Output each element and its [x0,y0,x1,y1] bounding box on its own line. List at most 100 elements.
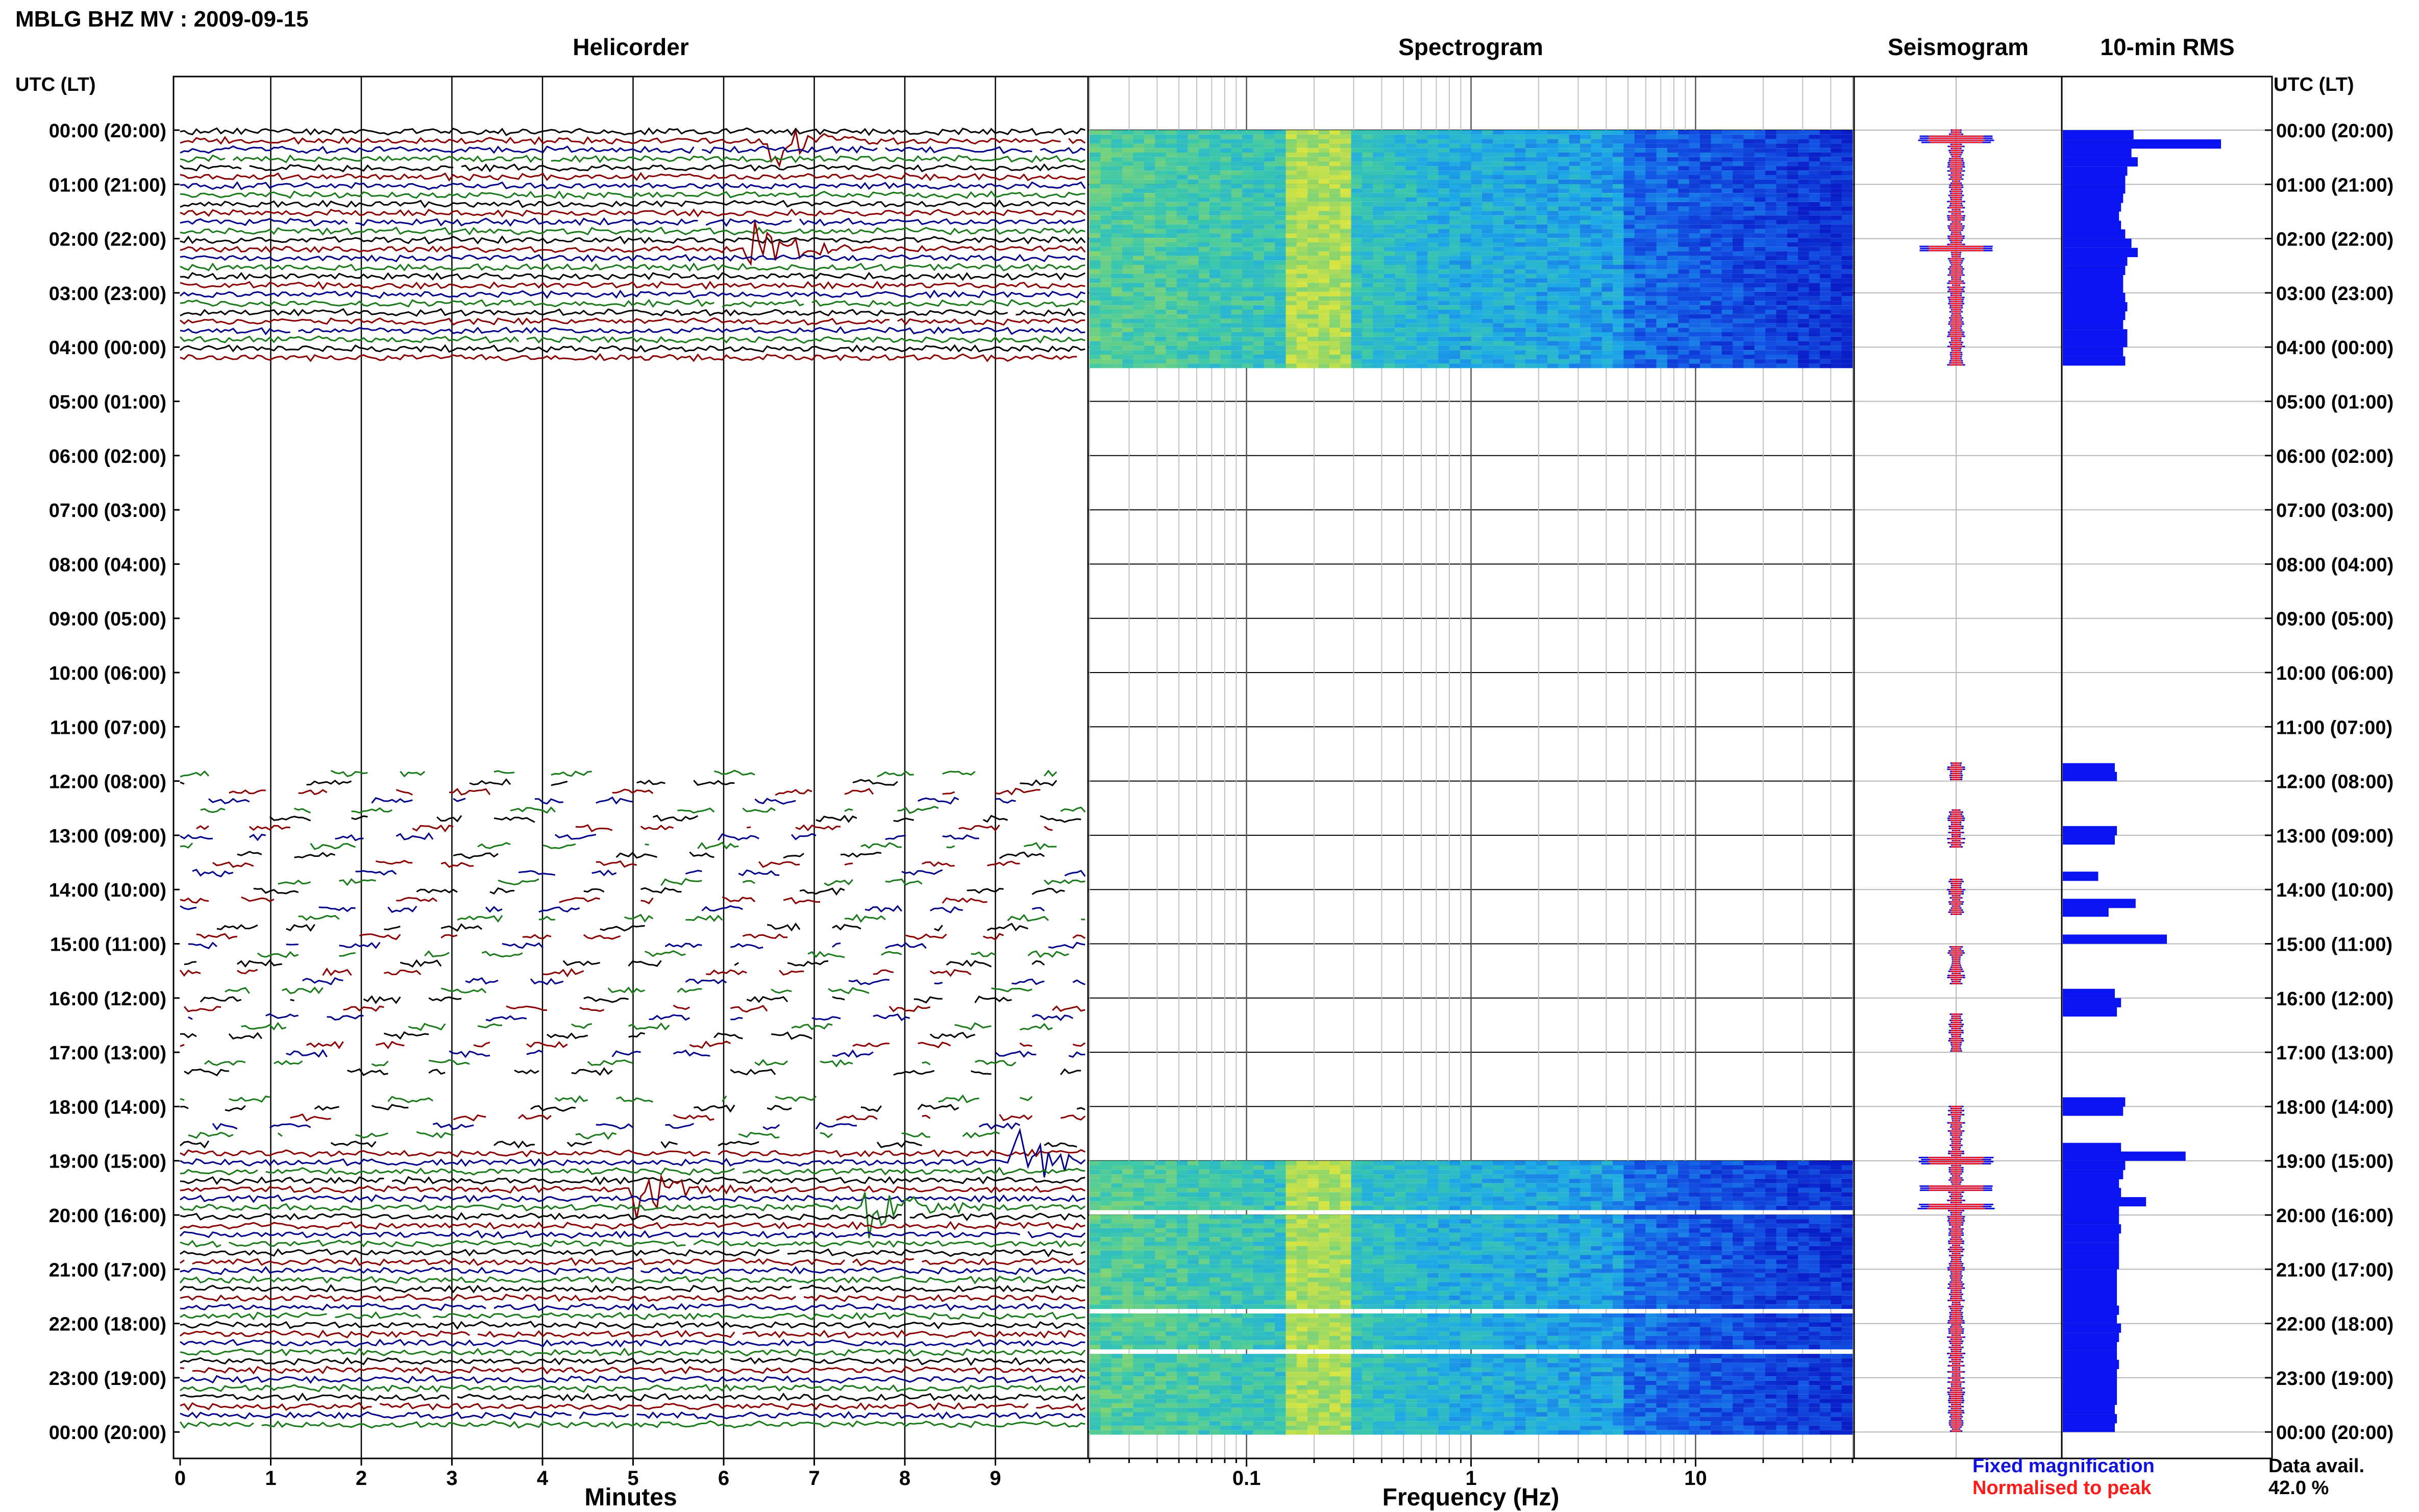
spectrogram-cell [1613,130,1624,135]
spectrogram-cell [1482,1187,1493,1193]
spectrogram-cell [1503,1187,1515,1193]
spectrogram-cell [1166,1178,1177,1183]
spectrogram-cell [1514,170,1526,175]
spectrogram-cell [1133,170,1145,175]
spectrogram-cell [1100,143,1112,148]
spectrogram-cell [1231,161,1243,166]
spectrogram-cell [1503,1219,1515,1224]
spectrogram-cell [1798,355,1810,359]
helicorder-trace-line [180,1257,1086,1267]
spectrogram-cell [1525,278,1537,283]
spectrogram-cell [1721,193,1733,197]
spectrogram-cell [1176,1178,1188,1183]
spectrogram-cell [1384,359,1395,364]
spectrogram-cell [1416,1197,1428,1201]
helicorder-trace-line [180,172,1085,182]
spectrogram-cell [1209,148,1221,153]
spectrogram-cell [1841,1201,1853,1206]
spectrogram-cell [1373,323,1385,328]
spectrogram-cell [1416,301,1428,306]
spectrogram-cell [1253,1223,1265,1228]
spectrogram-cell [1700,1201,1711,1206]
spectrogram-cell [1144,242,1155,247]
spectrogram-cell [1743,139,1755,144]
spectrogram-cell [1798,215,1810,220]
spectrogram-cell [1503,143,1515,148]
spectrogram-cell [1503,318,1515,324]
spectrogram-cell [1373,1170,1385,1175]
spectrogram-cell [1776,148,1788,153]
spectrogram-cell [1743,278,1755,283]
spectrogram-cell [1841,1178,1853,1183]
spectrogram-cell [1296,1165,1308,1170]
spectrogram-cell [1547,274,1559,279]
spectrogram-cell [1351,269,1363,274]
spectrogram-cell [1569,305,1581,310]
spectrogram-cell [1613,350,1624,355]
spectrogram-cell [1841,265,1853,269]
spectrogram-cell [1395,355,1406,359]
spectrogram-cell [1667,332,1679,337]
spectrogram-cell [1111,336,1123,341]
spectrogram-cell [1188,332,1199,337]
spectrogram-cell [1547,148,1559,153]
spectrogram-cell [1580,153,1592,157]
spectrogram-cell [1601,193,1613,197]
spectrogram-cell [1209,251,1221,256]
spectrogram-cell [1809,188,1820,193]
helicorder-trace-line [298,913,1085,923]
spectrogram-cell [1711,211,1722,216]
spectrogram-cell [1264,291,1275,296]
spectrogram-cell [1711,224,1722,229]
spectrogram-cell [1841,1174,1853,1179]
spectrogram-cell [1776,260,1788,265]
spectrogram-cell [1798,1192,1810,1197]
spectrogram-cell [1090,238,1101,242]
spectrogram-cell [1438,283,1450,287]
spectrogram-cell [1667,202,1679,207]
spectrogram-cell [1318,197,1330,202]
spectrogram-cell [1776,220,1788,225]
spectrogram-cell [1525,355,1537,359]
spectrogram-cell [1601,246,1613,252]
spectrogram-cell [1613,224,1624,229]
spectrogram-cell [1536,202,1548,207]
spectrogram-cell [1514,1174,1526,1179]
spectrogram-cell [1351,184,1363,189]
spectrogram-cell [1253,283,1265,287]
spectrogram-cell [1721,314,1733,319]
spectrogram-cell [1678,256,1690,261]
spectrogram-cell [1558,211,1570,216]
spectrogram-cell [1395,161,1406,166]
spectrogram-cell [1209,1228,1221,1233]
spectrogram-cell [1819,1165,1831,1170]
spectrogram-cell [1634,283,1646,287]
spectrogram-cell [1809,345,1820,351]
spectrogram-cell [1438,1223,1450,1228]
spectrogram-cell [1798,310,1810,314]
spectrogram-cell [1721,278,1733,283]
spectrogram-cell [1188,278,1199,283]
spectrogram-cell [1373,296,1385,301]
spectrogram-cell [1111,179,1123,184]
spectrogram-cell [1525,166,1537,171]
spectrogram-cell [1264,274,1275,279]
spectrogram-cell [1591,1205,1602,1210]
spectrogram-cell [1831,161,1842,166]
spectrogram-cell [1733,130,1744,135]
spectrogram-cell [1416,278,1428,283]
spectrogram-cell [1242,1223,1253,1228]
spectrogram-cell [1733,269,1744,274]
spectrogram-cell [1482,355,1493,359]
spectrogram-cell [1449,1174,1461,1179]
spectrogram-cell [1384,363,1395,368]
spectrogram-cell [1133,291,1145,296]
spectrogram-cell [1351,260,1363,265]
spectrogram-cell [1318,305,1330,310]
spectrogram-cell [1166,301,1177,306]
spectrogram-cell [1591,359,1602,364]
spectrogram-cell [1634,215,1646,220]
spectrogram-cell [1667,301,1679,306]
spectrogram-cell [1296,1197,1308,1201]
spectrogram-cell [1798,1165,1810,1170]
